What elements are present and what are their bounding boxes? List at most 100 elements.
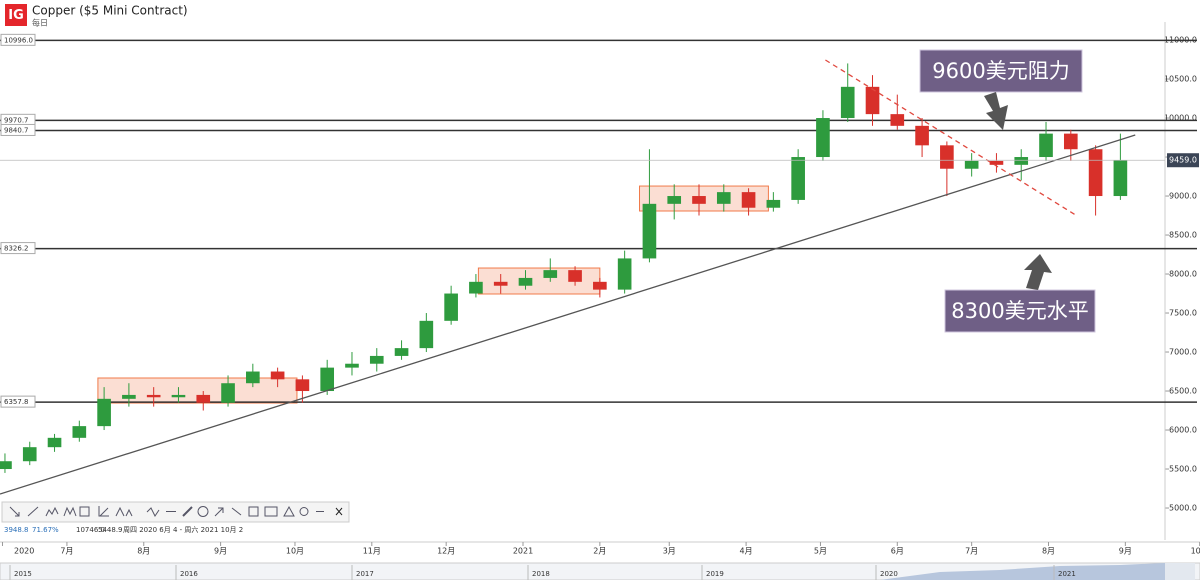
candle-body [0, 461, 12, 470]
tool-icon[interactable] [146, 507, 160, 517]
candle-body [741, 192, 756, 208]
candle-body [989, 160, 1004, 165]
navigator-year: 2017 [356, 570, 374, 578]
tool-icon[interactable] [9, 506, 20, 517]
level-label: 8326.2 [4, 245, 29, 253]
candle-body [518, 277, 533, 286]
candle-body [840, 86, 855, 119]
candle-body [369, 355, 384, 364]
last-price-label: 9459.0 [1169, 156, 1197, 165]
candle-body [642, 203, 657, 259]
level-label: 6357.8 [4, 398, 29, 406]
candle-body [890, 114, 905, 126]
candle-body [543, 270, 558, 278]
candle-body [593, 281, 607, 290]
y-tick-label: 6000.0 [1169, 426, 1197, 435]
stat: 3948.8 [4, 526, 29, 534]
candle-body [22, 447, 37, 462]
level-tag [0, 242, 36, 255]
candle-body [568, 270, 582, 282]
y-tick-label: 6500.0 [1169, 387, 1197, 396]
candle-body [667, 196, 682, 204]
candle-body [469, 281, 483, 294]
navigator-handle[interactable] [1165, 563, 1195, 580]
candle-body [221, 383, 235, 403]
candle-body [1014, 157, 1029, 165]
candle-body [1113, 160, 1128, 197]
candle-body [493, 281, 508, 286]
x-tick-label: 7月 [60, 547, 73, 556]
candle-body [1039, 133, 1053, 158]
level-label: 9970.7 [4, 116, 29, 124]
tool-icon[interactable] [299, 507, 309, 516]
tool-icon[interactable] [248, 506, 259, 517]
interval: 每日 [32, 18, 48, 28]
candle-body [171, 394, 186, 398]
annotation-box [919, 49, 1083, 93]
candle-body [320, 367, 335, 392]
stat: 71.67% [32, 526, 59, 534]
candle-body [816, 118, 830, 158]
candle-body [72, 426, 87, 438]
tool-icon[interactable] [27, 506, 39, 517]
trend-line [0, 134, 1136, 495]
level-tag [0, 33, 36, 46]
candle-body [345, 363, 359, 368]
close-icon[interactable] [335, 507, 343, 516]
navigator-year: 2021 [1058, 570, 1076, 578]
tool-icon[interactable] [283, 505, 295, 517]
tool-icon[interactable] [264, 506, 278, 517]
y-tick-label: 7500.0 [1169, 309, 1197, 318]
tool-icon[interactable] [45, 506, 59, 517]
navigator-range [880, 563, 1165, 580]
level-tag [0, 123, 36, 136]
candle-body [146, 394, 161, 398]
candle-body [716, 192, 731, 204]
candle-body [865, 86, 880, 115]
candle-body [295, 379, 310, 392]
candle-body [1063, 133, 1078, 150]
tool-icon[interactable] [63, 506, 77, 517]
x-tick-label: 2月 [593, 547, 606, 556]
x-tick-label: 10月 [286, 547, 304, 556]
tool-icon[interactable] [115, 506, 133, 517]
navigator-year: 2018 [532, 570, 550, 578]
stat: 10746.0 [76, 526, 105, 534]
candle-body [617, 258, 632, 290]
candle-body [246, 371, 260, 384]
tool-icon[interactable] [214, 507, 224, 517]
y-tick-label: 10500.0 [1164, 75, 1197, 84]
x-tick-label: 9月 [1119, 547, 1132, 556]
footer: 2020 7月 8月 9月 10月 11月 12月 2021 2月 3月 4月 5月 6月 7月 8月 9月 1… [0, 525, 1200, 580]
y-tick-label: 7000.0 [1169, 348, 1197, 357]
x-tick-label: 12月 [437, 547, 455, 556]
candle-body [444, 293, 458, 321]
y-tick-label: 9000.0 [1169, 192, 1197, 201]
arrow [984, 92, 1008, 130]
candle-body [196, 394, 211, 403]
tool-icon[interactable] [197, 506, 209, 517]
x-tick-label: 6月 [891, 547, 904, 556]
candle-body [419, 320, 434, 349]
trend-line [825, 59, 1077, 216]
tool-icon[interactable] [182, 506, 193, 517]
y-tick-label: 8000.0 [1169, 270, 1197, 279]
y-tick-label: 8500.0 [1169, 231, 1197, 240]
stat: 周四 2020 6月 4 - 周六 2021 10月 2 [123, 525, 243, 534]
annotation: 8300美元水平 [951, 299, 1088, 323]
level-tag [0, 395, 36, 408]
navigator-year: 2015 [14, 570, 32, 578]
tool-icon[interactable] [79, 506, 90, 517]
candle-body [394, 348, 409, 356]
x-tick-label: 11月 [363, 547, 381, 556]
candle-body [97, 398, 111, 427]
tool-icon[interactable] [98, 506, 109, 517]
candle-body [791, 157, 805, 200]
tool-icon[interactable] [231, 507, 242, 516]
x-tick-label: 4月 [740, 547, 753, 556]
annotation-box [944, 289, 1096, 333]
x-tick-label: 3月 [663, 547, 676, 556]
x-tick-label: 8月 [1042, 547, 1055, 556]
navigator-year: 2019 [706, 570, 724, 578]
